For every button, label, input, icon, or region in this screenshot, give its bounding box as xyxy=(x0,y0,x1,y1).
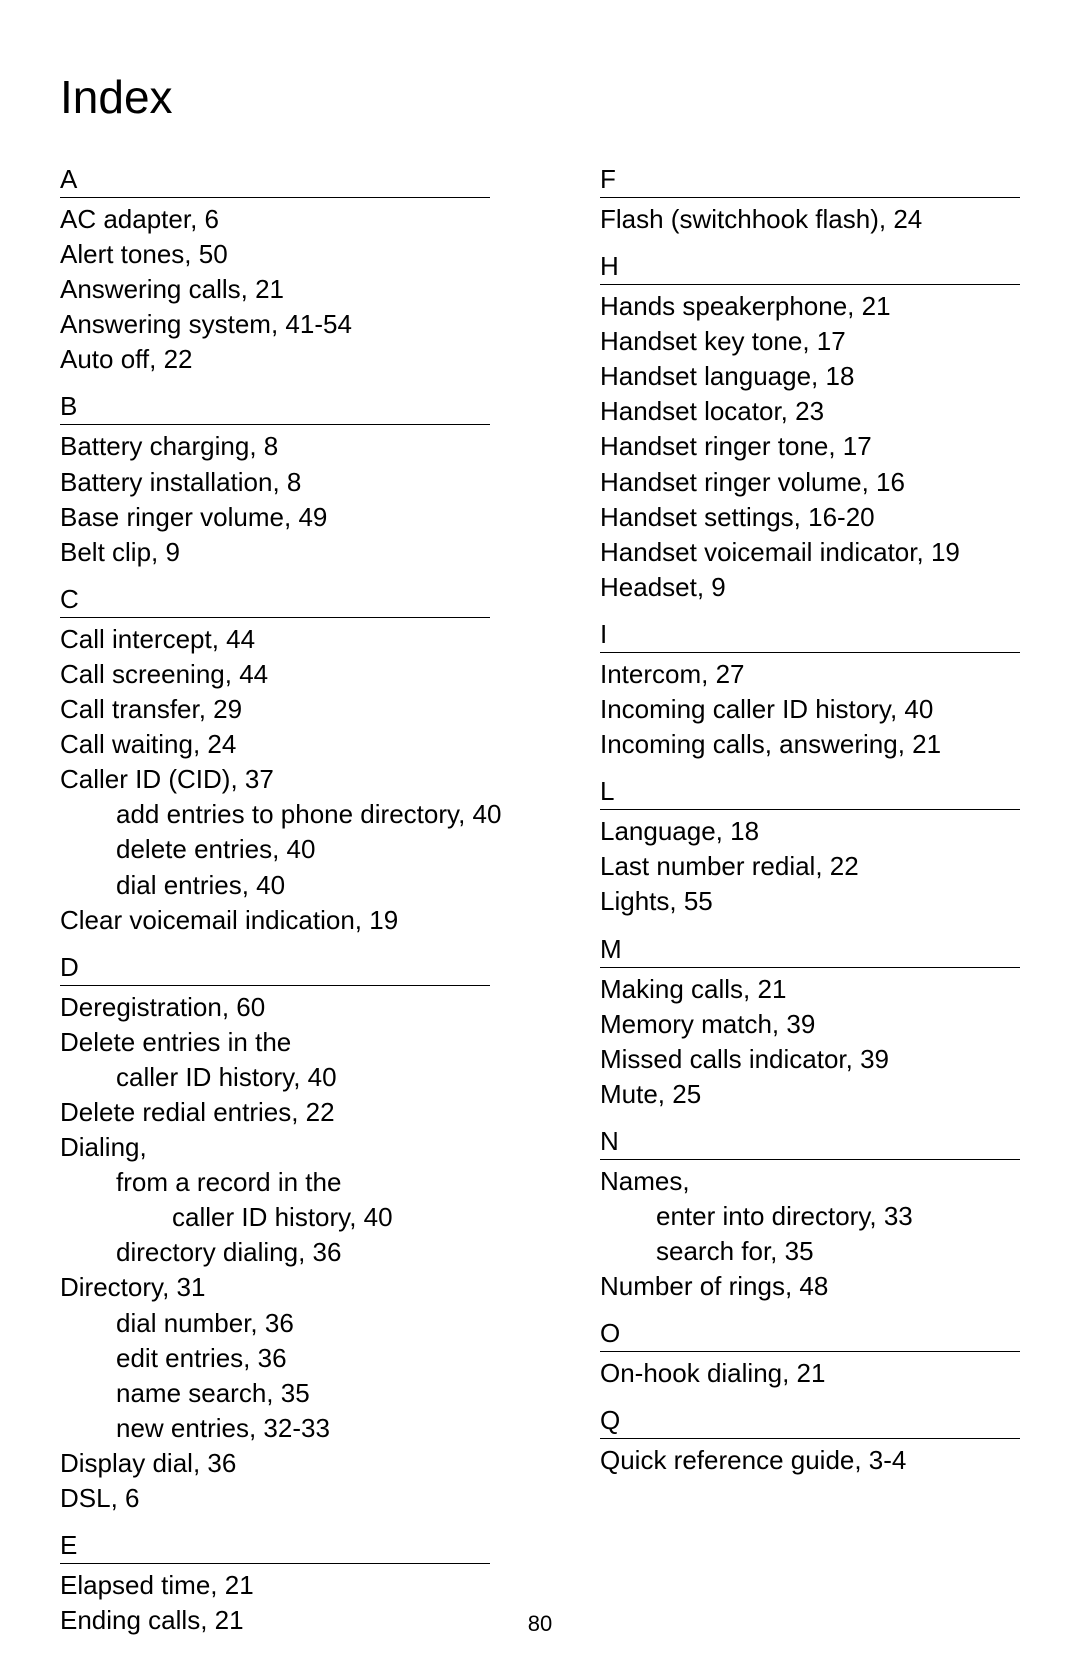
index-entry: Battery charging, 8 xyxy=(60,429,490,464)
index-entry: DSL, 6 xyxy=(60,1481,490,1516)
index-entry: search for, 35 xyxy=(600,1234,1020,1269)
section-entries: Quick reference guide, 3-4 xyxy=(600,1443,1020,1478)
section-letter: L xyxy=(600,776,1020,810)
index-entry: Directory, 31 xyxy=(60,1270,490,1305)
index-entry: caller ID history, 40 xyxy=(60,1060,490,1095)
section-entries: Deregistration, 60Delete entries in thec… xyxy=(60,990,490,1516)
index-entry: delete entries, 40 xyxy=(60,832,490,867)
index-entry: Call waiting, 24 xyxy=(60,727,490,762)
index-entry: caller ID history, 40 xyxy=(60,1200,490,1235)
index-entry: Flash (switchhook flash), 24 xyxy=(600,202,1020,237)
index-entry: Dialing, xyxy=(60,1130,490,1165)
index-entry: Handset key tone, 17 xyxy=(600,324,1020,359)
index-entry: Language, 18 xyxy=(600,814,1020,849)
index-entry: Missed calls indicator, 39 xyxy=(600,1042,1020,1077)
index-entry: Incoming calls, answering, 21 xyxy=(600,727,1020,762)
section-letter: C xyxy=(60,584,490,618)
index-entry: Elapsed time, 21 xyxy=(60,1568,490,1603)
index-entry: Memory match, 39 xyxy=(600,1007,1020,1042)
index-entry: Last number redial, 22 xyxy=(600,849,1020,884)
index-entry: Making calls, 21 xyxy=(600,972,1020,1007)
index-entry: add entries to phone directory, 40 xyxy=(60,797,490,832)
index-entry: Call screening, 44 xyxy=(60,657,490,692)
section-letter: F xyxy=(600,164,1020,198)
index-entry: Handset settings, 16-20 xyxy=(600,500,1020,535)
index-entry: AC adapter, 6 xyxy=(60,202,490,237)
index-entry: Delete entries in the xyxy=(60,1025,490,1060)
page-title: Index xyxy=(60,70,1020,124)
index-entry: Handset ringer volume, 16 xyxy=(600,465,1020,500)
index-entry: from a record in the xyxy=(60,1165,490,1200)
index-entry: Names, xyxy=(600,1164,1020,1199)
section-entries: Call intercept, 44Call screening, 44Call… xyxy=(60,622,490,938)
index-column: A AC adapter, 6Alert tones, 50Answering c… xyxy=(60,164,490,1638)
index-entry: Auto off, 22 xyxy=(60,342,490,377)
section-letter: M xyxy=(600,934,1020,968)
index-entry: Handset voicemail indicator, 19 xyxy=(600,535,1020,570)
section-letter: I xyxy=(600,619,1020,653)
section-entries: On-hook dialing, 21 xyxy=(600,1356,1020,1391)
section-letter: N xyxy=(600,1126,1020,1160)
index-entry: name search, 35 xyxy=(60,1376,490,1411)
index-entry: Call transfer, 29 xyxy=(60,692,490,727)
section-letter: Q xyxy=(600,1405,1020,1439)
index-entry: edit entries, 36 xyxy=(60,1341,490,1376)
section-entries: AC adapter, 6Alert tones, 50Answering ca… xyxy=(60,202,490,377)
index-entry: Mute, 25 xyxy=(600,1077,1020,1112)
section-entries: Language, 18Last number redial, 22Lights… xyxy=(600,814,1020,919)
index-entry: Intercom, 27 xyxy=(600,657,1020,692)
index-entry: Number of rings, 48 xyxy=(600,1269,1020,1304)
index-entry: Answering system, 41-54 xyxy=(60,307,490,342)
section-entries: Making calls, 21Memory match, 39Missed c… xyxy=(600,972,1020,1112)
index-entry: Caller ID (CID), 37 xyxy=(60,762,490,797)
section-entries: Intercom, 27Incoming caller ID history, … xyxy=(600,657,1020,762)
index-entry: Lights, 55 xyxy=(600,884,1020,919)
index-columns: A AC adapter, 6Alert tones, 50Answering c… xyxy=(60,164,1020,1638)
index-entry: Alert tones, 50 xyxy=(60,237,490,272)
section-entries: Flash (switchhook flash), 24 xyxy=(600,202,1020,237)
index-entry: Base ringer volume, 49 xyxy=(60,500,490,535)
index-entry: Hands speakerphone, 21 xyxy=(600,289,1020,324)
index-entry: On-hook dialing, 21 xyxy=(600,1356,1020,1391)
index-entry: Delete redial entries, 22 xyxy=(60,1095,490,1130)
index-entry: Clear voicemail indication, 19 xyxy=(60,903,490,938)
index-entry: Answering calls, 21 xyxy=(60,272,490,307)
index-entry: Battery installation, 8 xyxy=(60,465,490,500)
index-entry: dial entries, 40 xyxy=(60,868,490,903)
index-entry: Call intercept, 44 xyxy=(60,622,490,657)
index-entry: Handset locator, 23 xyxy=(600,394,1020,429)
section-letter: O xyxy=(600,1318,1020,1352)
index-entry: Belt clip, 9 xyxy=(60,535,490,570)
index-entry: Handset language, 18 xyxy=(600,359,1020,394)
section-letter: B xyxy=(60,391,490,425)
section-letter: H xyxy=(600,251,1020,285)
index-entry: Deregistration, 60 xyxy=(60,990,490,1025)
section-letter: E xyxy=(60,1530,490,1564)
section-letter: D xyxy=(60,952,490,986)
index-entry: directory dialing, 36 xyxy=(60,1235,490,1270)
index-entry: Incoming caller ID history, 40 xyxy=(600,692,1020,727)
section-letter: A xyxy=(60,164,490,198)
page-number: 80 xyxy=(0,1611,1080,1637)
index-entry: enter into directory, 33 xyxy=(600,1199,1020,1234)
index-entry: dial number, 36 xyxy=(60,1306,490,1341)
section-entries: Battery charging, 8Battery installation,… xyxy=(60,429,490,569)
index-entry: Handset ringer tone, 17 xyxy=(600,429,1020,464)
index-entry: Quick reference guide, 3-4 xyxy=(600,1443,1020,1478)
section-entries: Hands speakerphone, 21Handset key tone, … xyxy=(600,289,1020,605)
index-entry: Display dial, 36 xyxy=(60,1446,490,1481)
index-entry: Headset, 9 xyxy=(600,570,1020,605)
index-entry: new entries, 32-33 xyxy=(60,1411,490,1446)
section-entries: Names,enter into directory, 33search for… xyxy=(600,1164,1020,1304)
index-column: F Flash (switchhook flash), 24 H Hands spea… xyxy=(600,164,1020,1638)
page: Index AAC adapter, 6Alert tones, 50Answe… xyxy=(0,0,1080,1665)
